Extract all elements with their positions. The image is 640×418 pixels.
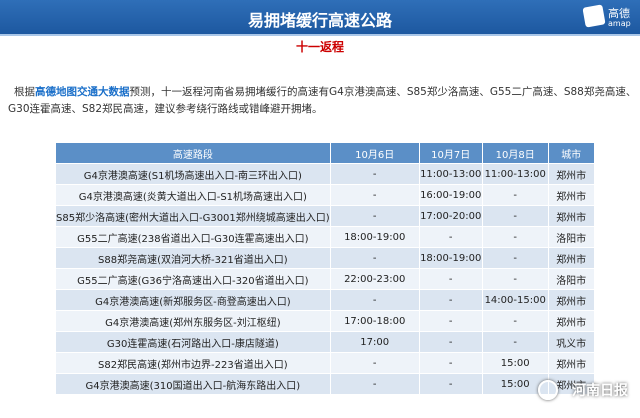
table-row: S82郑民高速(郑州市边界-223省道出入口) - -15:00 郑州市 <box>55 352 595 374</box>
table-cell: 18:00-19:00 <box>329 226 420 248</box>
table-cell: G4京港澳高速(S1机场高速出入口-南三环出入口) <box>55 163 331 185</box>
table-cell: - <box>329 289 420 311</box>
table-row: G4京港澳高速(郑州东服务区-刘江枢纽) 17:00-18:00- - 郑州市 <box>55 310 595 332</box>
table-cell: 16:00-19:00 <box>418 184 483 206</box>
table-body: G4京港澳高速(S1机场高速出入口-南三环出入口) -11:00-13:00 11:… <box>55 163 595 395</box>
paragraph: 根据高德地图交通大数据预测，十一返程河南省易拥堵缓行的高速有G4京港澳高速、S8… <box>8 84 640 118</box>
table-cell: - <box>481 247 549 269</box>
table-cell: 18:00-19:00 <box>418 247 483 269</box>
watermark-icon <box>538 380 558 400</box>
logo-subtext: amap <box>608 19 631 28</box>
table-cell: - <box>329 205 420 227</box>
header-row: 高速路段 10月6日 10月7日 10月8日 城市 <box>55 142 595 164</box>
table-cell: - <box>481 205 549 227</box>
logo-text: 高德 <box>608 7 630 20</box>
table-cell: - <box>481 310 549 332</box>
table-cell: - <box>418 226 483 248</box>
title: 易拥堵缓行高速公路 <box>247 11 392 30</box>
table-cell: 郑州市 <box>547 184 595 206</box>
table-row: G4京港澳高速(310国道出入口-航海东路出入口) - -15:00 郑州市 <box>55 373 595 395</box>
table-cell: 17:00-20:00 <box>418 205 483 227</box>
table-cell: - <box>481 331 549 353</box>
table-cell: G55二广高速(G36宁洛高速出入口-320省道出入口) <box>55 268 331 290</box>
table-cell: G4京港澳高速(郑州东服务区-刘江枢纽) <box>55 310 331 332</box>
table-cell: - <box>418 268 483 290</box>
table-cell: - <box>418 373 483 395</box>
table-cell: - <box>329 247 420 269</box>
logo: 高德 amap <box>582 4 636 32</box>
table-cell: 洛阳市 <box>547 268 595 290</box>
table-cell: - <box>481 268 549 290</box>
table-cell: - <box>418 289 483 311</box>
table-cell: 15:00 <box>481 373 549 395</box>
table-cell: 巩义市 <box>547 331 595 353</box>
table-row: G55二广高速(238省道出入口-G30连霍高速出入口) 18:00-19:00-… <box>55 226 595 248</box>
table-cell: 15:00 <box>481 352 549 374</box>
column-header: 高速路段 <box>55 142 331 164</box>
logo-icon <box>582 4 606 28</box>
table-cell: 17:00 <box>329 331 420 353</box>
table-row: G30连霍高速(石河路出入口-康店隧道) 17:00- - 巩义市 <box>55 331 595 353</box>
table-cell: S82郑民高速(郑州市边界-223省道出入口) <box>55 352 331 374</box>
column-header: 10月6日 <box>329 142 420 164</box>
table-cell: - <box>418 352 483 374</box>
table-cell: - <box>329 184 420 206</box>
table-cell: S88郑尧高速(双洎河大桥-321省道出入口) <box>55 247 331 269</box>
table-cell: 郑州市 <box>547 163 595 185</box>
table-cell: 11:00-13:00 <box>481 163 549 185</box>
table-cell: - <box>329 163 420 185</box>
table-cell: - <box>329 373 420 395</box>
table-cell: 洛阳市 <box>547 226 595 248</box>
highlight: 高德地图交通大数据 <box>35 86 130 98</box>
table-row: G55二广高速(G36宁洛高速出入口-320省道出入口) 22:00-23:00-… <box>55 268 595 290</box>
table-cell: 17:00-18:00 <box>329 310 420 332</box>
table-cell: 郑州市 <box>547 289 595 311</box>
column-header: 10月8日 <box>481 142 549 164</box>
table-row: S85郑少洛高速(密州大道出入口-G3001郑州绕城高速出入口) -17:00-2… <box>55 205 595 227</box>
column-header: 城市 <box>547 142 595 164</box>
table-cell: G30连霍高速(石河路出入口-康店隧道) <box>55 331 331 353</box>
table-row: G4京港澳高速(S1机场高速出入口-南三环出入口) -11:00-13:00 11:… <box>55 163 595 185</box>
table-cell: - <box>481 184 549 206</box>
table-cell: 郑州市 <box>547 352 595 374</box>
table-cell: - <box>329 352 420 374</box>
table-cell: 14:00-15:00 <box>481 289 549 311</box>
table-cell: G55二广高速(238省道出入口-G30连霍高速出入口) <box>55 226 331 248</box>
column-header: 10月7日 <box>418 142 483 164</box>
watermark: 河南日报 <box>572 383 628 399</box>
table-cell: G4京港澳高速(310国道出入口-航海东路出入口) <box>55 373 331 395</box>
table-row: G4京港澳高速(炎黄大道出入口-S1机场高速出入口) -16:00-19:00- 郑… <box>55 184 595 206</box>
table: 高速路段 10月6日 10月7日 10月8日 城市 G4京港澳高速(S1机场高速出入口-南… <box>55 142 595 395</box>
table-cell: G4京港澳高速(炎黄大道出入口-S1机场高速出入口) <box>55 184 331 206</box>
table-cell: 郑州市 <box>547 247 595 269</box>
table-cell: - <box>481 226 549 248</box>
text: 根据 <box>14 86 35 98</box>
subtitle: 十一返程 <box>295 40 344 54</box>
text: 预测，十一返程河南省易拥堵缓行的高速有G4京港澳高速、S85郑少洛高速、G55二… <box>8 86 637 115</box>
table-cell: G4京港澳高速(新郑服务区-商登高速出入口) <box>55 289 331 311</box>
table-cell: S85郑少洛高速(密州大道出入口-G3001郑州绕城高速出入口) <box>55 205 331 227</box>
table-cell: - <box>418 310 483 332</box>
table-cell: 郑州市 <box>547 373 595 395</box>
table-cell: 11:00-13:00 <box>418 163 483 185</box>
table-cell: 郑州市 <box>547 310 595 332</box>
table-row: S88郑尧高速(双洎河大桥-321省道出入口) -18:00-19:00- 郑州市 <box>55 247 595 269</box>
table-cell: 22:00-23:00 <box>329 268 420 290</box>
table-cell: - <box>418 331 483 353</box>
banner: 易拥堵缓行高速公路 高德 amap <box>0 0 640 36</box>
table-row: G4京港澳高速(新郑服务区-商登高速出入口) - -14:00-15:00 郑州市 <box>55 289 595 311</box>
table-cell: 郑州市 <box>547 205 595 227</box>
